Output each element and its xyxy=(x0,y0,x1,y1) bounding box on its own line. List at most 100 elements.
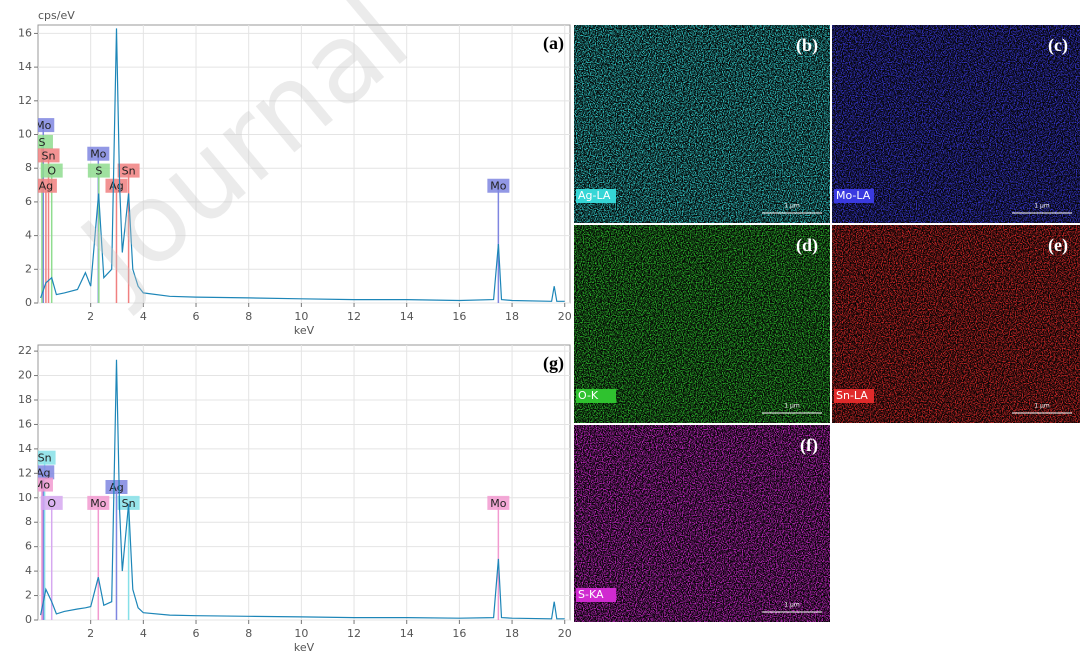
x-tick-label: 20 xyxy=(558,627,572,640)
peak-label-box xyxy=(38,148,60,163)
scale-bar-label: 1 μm xyxy=(784,203,800,210)
element-label-box xyxy=(576,588,616,602)
scale-bar-label: 1 μm xyxy=(1034,203,1050,210)
x-tick-label: 8 xyxy=(245,627,252,640)
y-tick-label: 12 xyxy=(18,466,32,479)
peak-label-box xyxy=(38,134,53,149)
element-label-box xyxy=(834,189,874,203)
peak-label-box xyxy=(87,495,110,510)
y-tick-label: 10 xyxy=(18,491,32,504)
panel-label: (e) xyxy=(1048,235,1068,256)
peak-label: Mo xyxy=(90,148,106,161)
peak-label: S xyxy=(95,165,102,178)
y-tick-label: 6 xyxy=(25,195,32,208)
peak-label: S xyxy=(38,136,45,149)
y-tick-label: 4 xyxy=(25,564,32,577)
panel-label: (a) xyxy=(543,33,564,54)
panel-label: (b) xyxy=(796,35,818,56)
y-tick-label: 0 xyxy=(25,296,32,309)
x-tick-label: 12 xyxy=(347,310,361,323)
y-tick-label: 10 xyxy=(18,128,32,141)
y-tick-label: 14 xyxy=(18,60,32,73)
peak-label-box xyxy=(38,465,55,480)
peak-label-box xyxy=(117,495,140,510)
peak-label-box xyxy=(38,477,53,492)
x-tick-label: 2 xyxy=(87,627,94,640)
x-tick-label: 10 xyxy=(294,310,308,323)
element-label: Sn-LA xyxy=(836,389,868,402)
y-tick-label: 14 xyxy=(18,442,32,455)
scale-bar-label: 1 μm xyxy=(784,602,800,609)
y-tick-label: 4 xyxy=(25,229,32,242)
x-tick-label: 6 xyxy=(193,627,200,640)
y-tick-label: 16 xyxy=(18,417,32,430)
peak-label-box xyxy=(40,495,63,510)
x-tick-label: 16 xyxy=(452,310,466,323)
peak-label-box xyxy=(40,163,63,178)
element-label-box xyxy=(576,189,616,203)
x-tick-label: 6 xyxy=(193,310,200,323)
peak-label: Mo xyxy=(90,497,106,510)
x-tick-label: 4 xyxy=(140,310,147,323)
x-tick-label: 16 xyxy=(452,627,466,640)
y-tick-label: 8 xyxy=(25,515,32,528)
peak-label: O xyxy=(47,497,56,510)
scale-bar-label: 1 μm xyxy=(784,403,800,410)
y-tick-label: 16 xyxy=(18,26,32,39)
peak-label-box xyxy=(87,163,110,178)
y-tick-label: 8 xyxy=(25,161,32,174)
panel-label: (g) xyxy=(543,353,564,374)
element-label-box xyxy=(576,389,616,403)
element-label: Ag-LA xyxy=(578,189,611,202)
x-axis-label: keV xyxy=(294,324,315,337)
peak-label: Ag xyxy=(36,466,51,479)
x-tick-label: 10 xyxy=(294,627,308,640)
scale-bar-label: 1 μm xyxy=(1034,403,1050,410)
peak-label-box xyxy=(38,118,55,133)
x-tick-label: 2 xyxy=(87,310,94,323)
spectrum-line xyxy=(40,359,565,620)
peak-label: Sn xyxy=(38,452,52,465)
peak-label-box xyxy=(105,480,128,494)
peak-label: Ag xyxy=(109,481,124,494)
element-label: S-KA xyxy=(578,588,604,601)
element-label-box xyxy=(834,389,874,403)
element-label: O-K xyxy=(578,389,599,402)
panel-label: (d) xyxy=(796,235,818,256)
peak-label: Sn xyxy=(122,497,136,510)
panel-label: (f) xyxy=(800,435,818,456)
peak-label-box xyxy=(487,178,510,193)
x-tick-label: 20 xyxy=(558,310,572,323)
y-tick-label: 22 xyxy=(18,344,32,357)
y-tick-label: 6 xyxy=(25,540,32,553)
peak-label: Mo xyxy=(490,180,506,193)
x-tick-label: 4 xyxy=(140,627,147,640)
peak-label: Ag xyxy=(39,180,54,193)
element-label: Mo-LA xyxy=(836,189,871,202)
element-map xyxy=(574,25,830,223)
y-tick-label: 2 xyxy=(25,262,32,275)
element-map xyxy=(574,225,830,423)
peak-label: Sn xyxy=(122,165,136,178)
peak-label: O xyxy=(47,165,56,178)
peak-label-box xyxy=(87,146,110,161)
x-tick-label: 18 xyxy=(505,310,519,323)
y-tick-label: 20 xyxy=(18,369,32,382)
y-tick-label: 12 xyxy=(18,94,32,107)
y-tick-label: 2 xyxy=(25,589,32,602)
peak-label-box xyxy=(487,495,510,510)
y-tick-label: 18 xyxy=(18,393,32,406)
peak-label-box xyxy=(38,178,57,193)
peak-label: Sn xyxy=(42,149,56,162)
peak-label-box xyxy=(105,178,128,193)
panel-label: (c) xyxy=(1048,35,1068,56)
x-axis-label: keV xyxy=(294,641,315,653)
peak-label: Mo xyxy=(34,479,50,492)
peak-label: Mo xyxy=(490,497,506,510)
x-tick-label: 18 xyxy=(505,627,519,640)
peak-label: Mo xyxy=(35,119,51,132)
x-tick-label: 14 xyxy=(400,310,414,323)
x-tick-label: 14 xyxy=(400,627,414,640)
peak-label-box xyxy=(38,450,56,465)
